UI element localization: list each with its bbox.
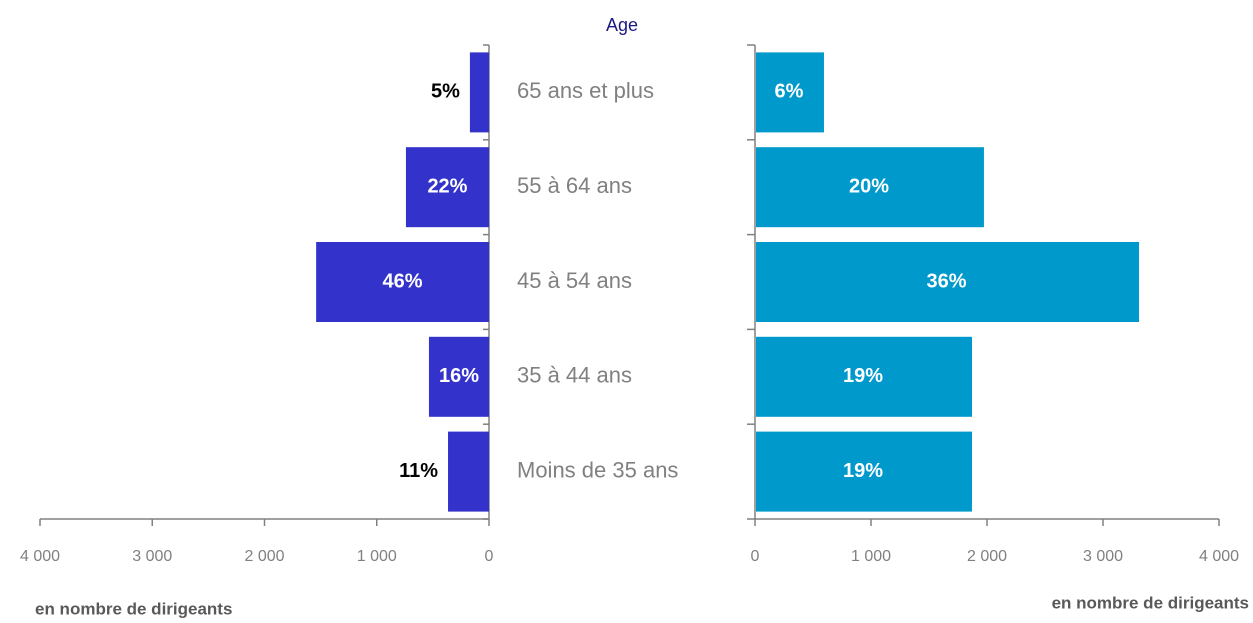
x-tick-label: 3 000 xyxy=(1083,548,1123,565)
x-tick-label: 4 000 xyxy=(1199,548,1239,565)
data-label: 22% xyxy=(427,175,467,197)
x-tick-label: 2 000 xyxy=(244,548,284,565)
bar xyxy=(469,52,489,133)
bar xyxy=(428,336,489,417)
data-label: 16% xyxy=(439,365,479,387)
data-label: 36% xyxy=(927,270,967,292)
data-label: 19% xyxy=(843,365,883,387)
category-label: 35 à 44 ans xyxy=(517,363,632,388)
category-label: 65 ans et plus xyxy=(517,78,654,103)
bar xyxy=(756,431,972,512)
bar xyxy=(316,242,489,322)
bar xyxy=(756,336,972,417)
category-label: Moins de 35 ans xyxy=(517,457,678,482)
x-tick-label: 0 xyxy=(751,548,760,565)
bar xyxy=(448,431,489,512)
x-tick-label: 4 000 xyxy=(20,548,60,565)
x-tick-label: 1 000 xyxy=(357,548,397,565)
data-label: 19% xyxy=(843,460,883,482)
bar xyxy=(756,52,824,133)
x-tick-label: 1 000 xyxy=(851,548,891,565)
category-label: 45 à 54 ans xyxy=(517,268,632,293)
bar xyxy=(756,242,1140,322)
chart-title: Age xyxy=(606,15,638,35)
x-tick-label: 2 000 xyxy=(967,548,1007,565)
x-axis-label: en nombre de dirigeants xyxy=(35,599,232,618)
x-tick-label: 3 000 xyxy=(132,548,172,565)
data-label: 6% xyxy=(775,81,804,103)
category-label: 55 à 64 ans xyxy=(517,173,632,198)
data-label: 11% xyxy=(399,460,438,482)
bar xyxy=(405,147,489,228)
bar xyxy=(756,147,984,228)
data-label: 20% xyxy=(849,175,889,197)
data-label: 46% xyxy=(383,270,423,292)
x-axis-label: en nombre de dirigeants xyxy=(1052,593,1249,612)
data-label: 5% xyxy=(431,81,460,103)
x-tick-label: 0 xyxy=(485,548,494,565)
